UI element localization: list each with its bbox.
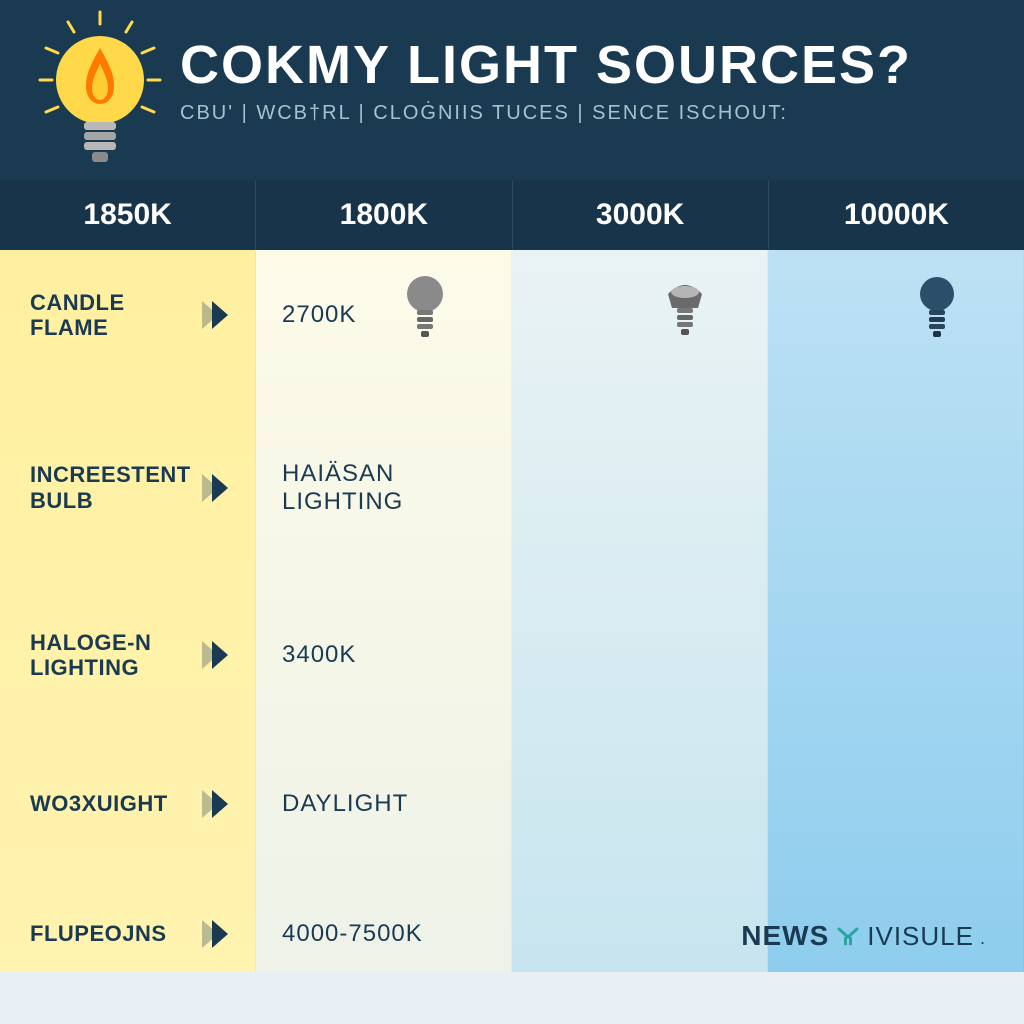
- kelvin-value: 1850K: [0, 180, 256, 250]
- chevron-right-icon: [202, 920, 230, 948]
- brand-dot: .: [980, 928, 986, 949]
- kelvin-value: 1800K: [256, 180, 512, 250]
- chart-area: CANDLE FLAME 2700K INCREESTENT BULB HAIÄ…: [0, 250, 1024, 972]
- kelvin-value: 10000K: [769, 180, 1024, 250]
- gradient-column-4: [768, 250, 1024, 972]
- row-value: 2700K: [282, 301, 356, 329]
- bulb-icon: [400, 270, 450, 340]
- row-label: HALOGE-N LIGHTING: [30, 630, 190, 681]
- light-source-row: WO3XUIGHT DAYLIGHT: [30, 790, 408, 818]
- brand-light: IVISULE: [867, 921, 974, 952]
- brand-strong: NEWS: [741, 920, 829, 952]
- footer-brand: NEWS IVISULE .: [741, 920, 986, 952]
- light-source-row: CANDLE FLAME 2700K: [30, 290, 356, 341]
- page-title: COKMY LIGHT SOURCES?: [180, 20, 994, 92]
- header-bar: COKMY LIGHT SOURCES? CBU' | WCB†RL | CLO…: [0, 0, 1024, 180]
- hero-lightbulb-icon: [30, 8, 170, 168]
- chevron-right-icon: [202, 301, 230, 329]
- gradient-column-1: [0, 250, 256, 972]
- chevron-right-icon: [202, 641, 230, 669]
- chevron-right-icon: [202, 474, 230, 502]
- light-source-row: HALOGE-N LIGHTING 3400K: [30, 630, 356, 681]
- light-source-row: INCREESTENT BULB HAIÄSAN LIGHTING: [30, 460, 422, 515]
- row-value: DAYLIGHT: [282, 790, 408, 818]
- chevron-right-icon: [202, 790, 230, 818]
- row-label: INCREESTENT BULB: [30, 462, 190, 513]
- row-value: 3400K: [282, 641, 356, 669]
- reflector-bulb-icon: [660, 270, 710, 340]
- kelvin-value: 3000K: [513, 180, 769, 250]
- page-subtitle: CBU' | WCB†RL | CLOĠNIIS TUCES | SENCE I…: [180, 102, 994, 125]
- gradient-column-3: [512, 250, 768, 972]
- row-value: HAIÄSAN LIGHTING: [282, 460, 422, 515]
- gradient-column-2: [256, 250, 512, 972]
- kelvin-scale-bar: 1850K 1800K 3000K 10000K: [0, 180, 1024, 250]
- row-label: CANDLE FLAME: [30, 290, 190, 341]
- brand-mark-icon: [835, 923, 861, 949]
- row-label: FLUPEOJNS: [30, 921, 190, 946]
- row-value: 4000-7500K: [282, 920, 423, 948]
- light-source-row: FLUPEOJNS 4000-7500K: [30, 920, 423, 948]
- row-label: WO3XUIGHT: [30, 791, 190, 816]
- bulb-icon: [912, 270, 962, 340]
